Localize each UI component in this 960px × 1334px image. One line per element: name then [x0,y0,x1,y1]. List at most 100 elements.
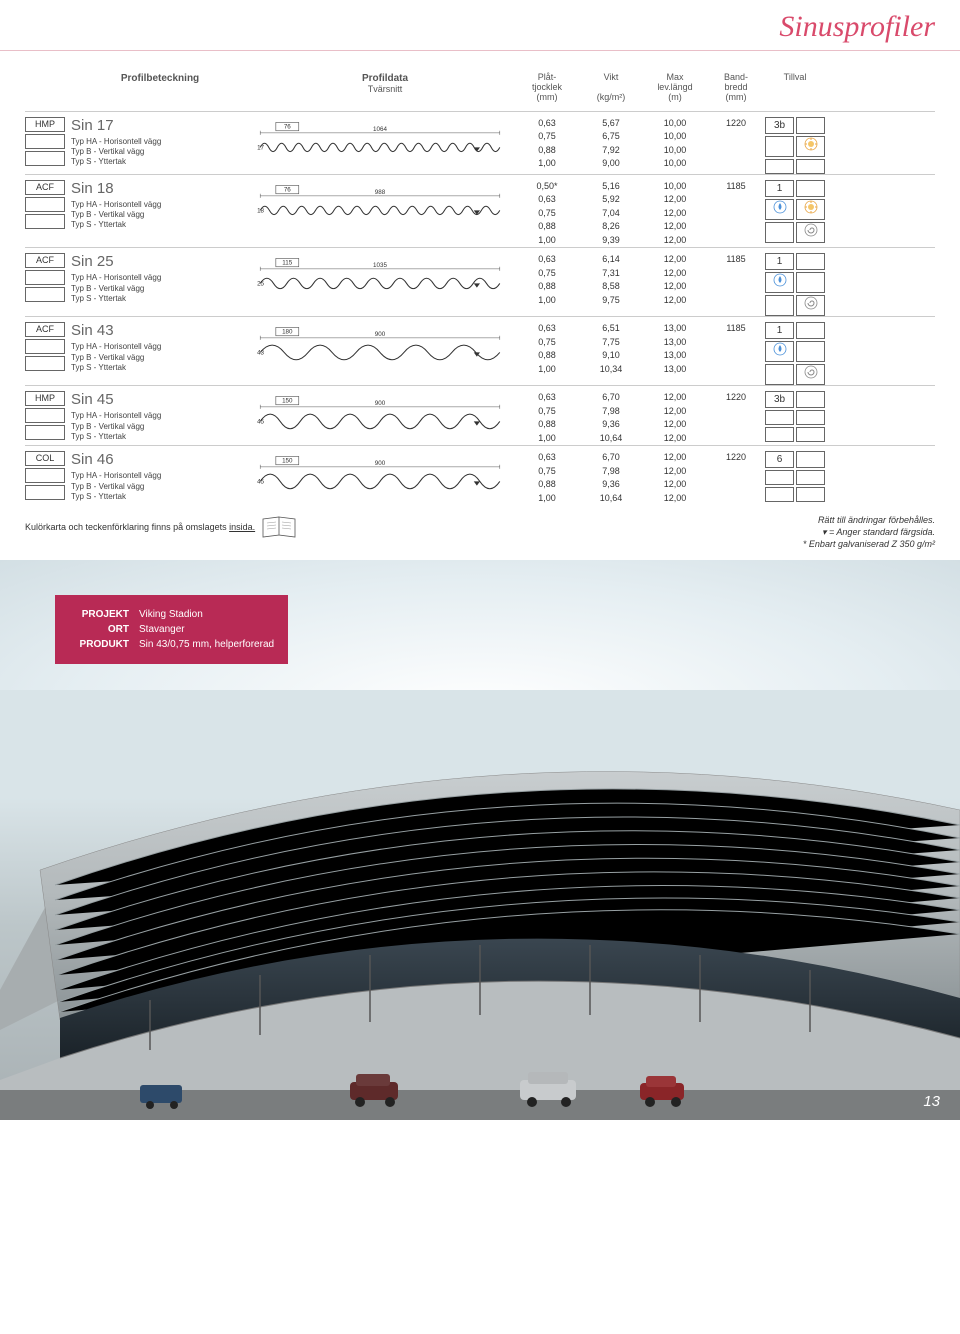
project-info-box: PROJEKT Viking Stadion ORT Stavanger PRO… [55,595,288,664]
tillval-label: 1 [765,253,794,270]
tillval-icon [765,364,794,385]
col-plattjocklek: Plåt- tjocklek (mm) [515,71,579,105]
tillval-icon [765,427,794,442]
empty-box [25,287,65,302]
tillval-icon [796,487,825,502]
col-maxlev: Max lev.längd (m) [643,71,707,105]
col-maxlev: 12,0012,0012,0012,00 [643,451,707,505]
col-vikt: 5,165,927,048,269,39 [579,180,643,248]
col-vikt: 5,676,757,929,00 [579,117,643,174]
tillval-icon [796,272,825,293]
typ-ha: Typ HA - Horisontell vägg [71,273,255,283]
tillval-box [796,451,825,468]
profile-cross-section: 150 900 45 [255,391,515,445]
category-box: HMP [25,117,65,132]
tillval-box [796,322,825,339]
tillval-icon [796,341,825,362]
table-row: COL Sin 46 Typ HA - Horisontell vägg Typ… [25,445,935,505]
tillval-box [796,180,825,197]
profile-cross-section: 180 900 43 [255,322,515,385]
tillval-icon [765,199,794,220]
empty-box [25,270,65,285]
empty-box [25,339,65,354]
tillval-label: 6 [765,451,794,468]
table-row: HMP Sin 17 Typ HA - Horisontell vägg Typ… [25,111,935,174]
product-name: Sin 18 [71,180,255,197]
col-bandbredd-val: 1220 [707,117,765,174]
table-header: Profilbeteckning Profildata Tvärsnitt Pl… [25,71,935,105]
tillval-icon [765,136,794,157]
tillval-icon [765,272,794,293]
svg-text:900: 900 [375,460,386,467]
tillval-icon [796,136,825,157]
category-box: COL [25,451,65,466]
tillval-icon [796,199,825,220]
ort-label: ORT [69,622,129,637]
tillval-box [796,253,825,270]
projekt-value: Viking Stadion [139,607,203,622]
product-name: Sin 46 [71,451,255,468]
col-tjocklek: 0,630,750,881,00 [515,253,579,316]
svg-text:150: 150 [282,458,293,465]
typ-ha: Typ HA - Horisontell vägg [71,200,255,210]
col-bandbredd-val: 1185 [707,180,765,248]
col-vikt: 6,707,989,3610,64 [579,451,643,505]
tillval-cell: 1 [765,253,825,316]
tillval-box [796,117,825,134]
col-maxlev: 12,0012,0012,0012,00 [643,253,707,316]
svg-text:150: 150 [282,398,293,405]
typ-b: Typ B - Vertikal vägg [71,284,255,294]
svg-text:45: 45 [257,479,264,486]
tillval-cell: 1 [765,322,825,385]
typ-s: Typ S - Yttertak [71,363,255,373]
page-number: 13 [923,1093,940,1110]
photo-section: PROJEKT Viking Stadion ORT Stavanger PRO… [0,560,960,1120]
tillval-icon [796,470,825,485]
col-profildata: Profildata Tvärsnitt [255,71,515,105]
col-maxlev: 10,0010,0010,0010,00 [643,117,707,174]
tillval-label: 3b [765,391,794,408]
col-tjocklek: 0,630,750,881,00 [515,391,579,445]
empty-box [25,425,65,440]
col-bandbredd-val: 1185 [707,253,765,316]
empty-box [25,197,65,212]
col-tjocklek: 0,50*0,630,750,881,00 [515,180,579,248]
empty-box [25,485,65,500]
tillval-cell: 1 [765,180,825,248]
col-vikt: 6,707,989,3610,64 [579,391,643,445]
col-tillval: Tillval [765,71,825,105]
typ-s: Typ S - Yttertak [71,157,255,167]
typ-b: Typ B - Vertikal vägg [71,210,255,220]
svg-text:76: 76 [284,186,291,193]
svg-text:45: 45 [257,419,264,426]
table-row: ACF Sin 25 Typ HA - Horisontell vägg Typ… [25,247,935,316]
product-name: Sin 45 [71,391,255,408]
produkt-label: PRODUKT [69,637,129,652]
empty-box [25,356,65,371]
tillval-icon [765,470,794,485]
tillval-icon [765,295,794,316]
empty-box [25,134,65,149]
col-bandbredd-val: 1220 [707,451,765,505]
footer-notes: Rätt till ändringar förbehålles. ▾ = Ang… [803,515,935,550]
typ-b: Typ B - Vertikal vägg [71,482,255,492]
typ-ha: Typ HA - Horisontell vägg [71,471,255,481]
category-box: ACF [25,253,65,268]
profile-cross-section: 76 1064 17 [255,117,515,174]
typ-b: Typ B - Vertikal vägg [71,353,255,363]
typ-ha: Typ HA - Horisontell vägg [71,342,255,352]
building-illustration [0,740,960,1120]
col-maxlev: 12,0012,0012,0012,00 [643,391,707,445]
svg-text:180: 180 [282,329,293,336]
col-tjocklek: 0,630,750,881,00 [515,117,579,174]
svg-text:76: 76 [284,123,291,130]
tillval-icon [796,410,825,425]
profile-cross-section: 115 1035 25 [255,253,515,316]
tillval-label: 1 [765,322,794,339]
category-box: ACF [25,322,65,337]
col-tjocklek: 0,630,750,881,00 [515,451,579,505]
table-row: ACF Sin 43 Typ HA - Horisontell vägg Typ… [25,316,935,385]
col-maxlev: 13,0013,0013,0013,00 [643,322,707,385]
typ-b: Typ B - Vertikal vägg [71,147,255,157]
svg-text:43: 43 [257,350,264,357]
